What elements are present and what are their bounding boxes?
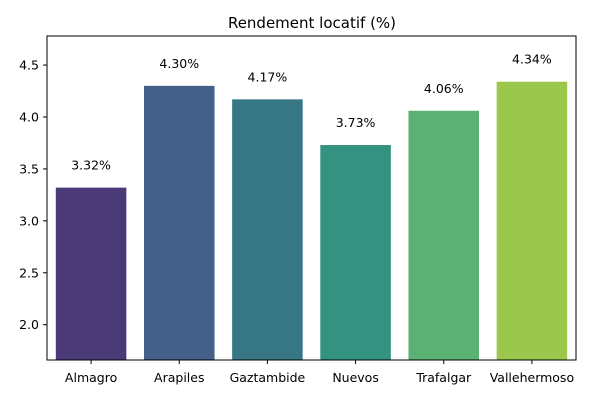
bar-gaztambide xyxy=(232,99,303,360)
x-tick-label-arapiles: Arapiles xyxy=(154,370,204,385)
x-tick-label-almagro: Almagro xyxy=(65,370,117,385)
x-tick-label-nuevos: Nuevos xyxy=(332,370,379,385)
bar-vallehermoso xyxy=(496,81,568,360)
x-tick-label-trafalgar: Trafalgar xyxy=(415,370,472,385)
data-label-trafalgar: 4.06% xyxy=(424,81,464,96)
y-tick-label: 4.0 xyxy=(19,110,39,125)
data-labels-group: 3.32% 4.30% 4.17% 3.73% 4.06% 4.34% xyxy=(71,52,552,173)
x-tick-label-gaztambide: Gaztambide xyxy=(230,370,306,385)
bars-group xyxy=(55,81,568,361)
bar-arapiles xyxy=(143,85,215,360)
y-tick-label: 2.5 xyxy=(19,265,39,280)
x-axis: Almagro Arapiles Gaztambide Nuevos Trafalgar… xyxy=(65,360,574,385)
y-tick-label: 3.5 xyxy=(19,161,39,176)
plot-frame xyxy=(46,35,577,361)
bar-trafalgar xyxy=(408,110,480,361)
x-tick-label-vallehermoso: Vallehermoso xyxy=(490,370,574,385)
chart-title: Rendement locatif (%) xyxy=(228,14,396,32)
y-tick-label: 2.0 xyxy=(19,317,39,332)
data-label-nuevos: 3.73% xyxy=(336,115,376,130)
y-axis: 2.0 2.5 3.0 3.5 4.0 4.5 xyxy=(19,58,47,332)
bar-nuevos xyxy=(320,145,391,360)
bar-almagro xyxy=(55,187,127,360)
y-tick-label: 4.5 xyxy=(19,58,39,73)
data-label-gaztambide: 4.17% xyxy=(248,69,288,84)
data-label-vallehermoso: 4.34% xyxy=(512,52,552,67)
y-tick-label: 3.0 xyxy=(19,213,39,228)
data-label-almagro: 3.32% xyxy=(71,158,111,173)
data-label-arapiles: 4.30% xyxy=(159,56,199,71)
